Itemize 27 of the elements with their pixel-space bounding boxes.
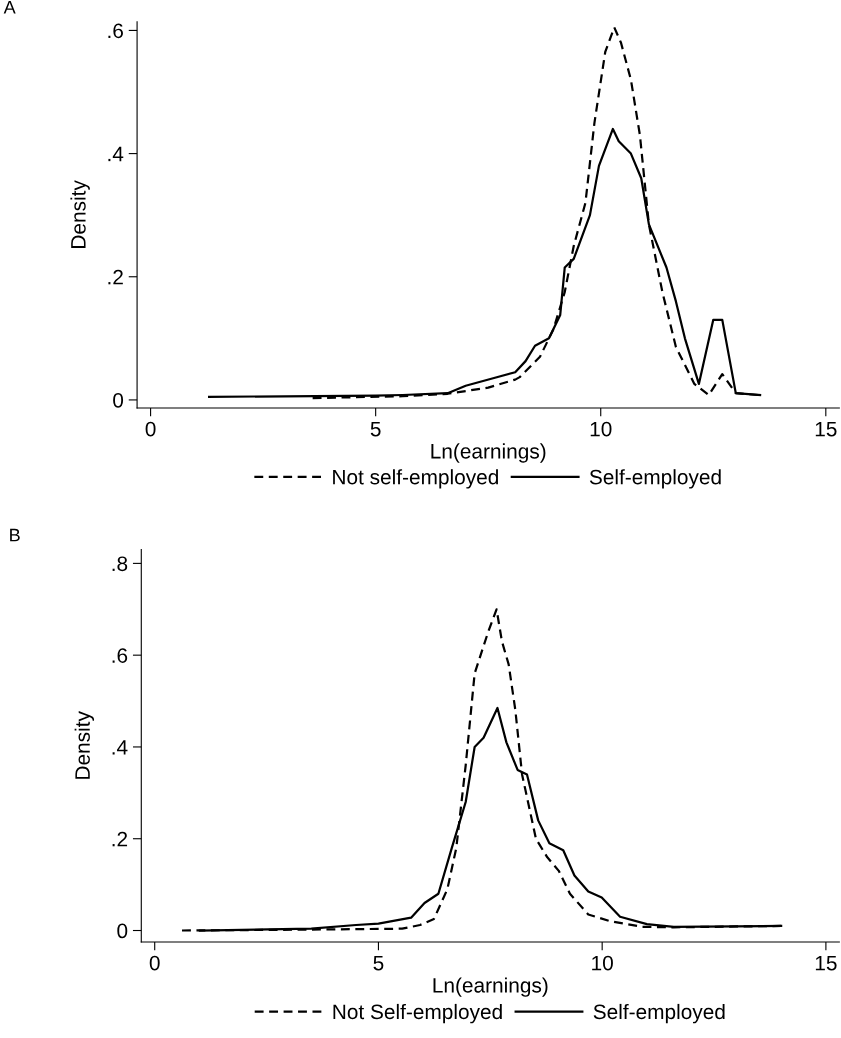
legend-label: Self-employed — [593, 1003, 725, 1024]
y-tick-label: .4 — [108, 146, 124, 162]
x-tick-label: 15 — [815, 421, 837, 437]
x-tick-label: 5 — [370, 421, 381, 437]
x-axis-title: Ln(earnings) — [431, 443, 546, 463]
chart-title: B — [10, 528, 20, 542]
y-tick-label: .4 — [112, 740, 128, 755]
x-tick-label: 0 — [145, 421, 156, 437]
x-tick-label: 5 — [373, 955, 384, 971]
y-tick-label: .8 — [112, 556, 128, 572]
y-tick-label: 0 — [113, 392, 124, 408]
legend-label: Not self-employed — [333, 469, 498, 489]
x-tick-label: 0 — [149, 955, 160, 971]
y-axis-title: Density — [70, 180, 90, 248]
y-tick-label: .2 — [108, 269, 123, 285]
y-tick-label: .2 — [112, 831, 128, 847]
y-tick-label: .6 — [112, 648, 128, 663]
y-tick-label: 0 — [117, 923, 128, 939]
legend-label: Not Self-employed — [333, 1003, 502, 1024]
y-axis-title: Density — [74, 711, 95, 779]
x-tick-label: 10 — [592, 955, 613, 971]
x-tick-label: 10 — [590, 421, 612, 437]
x-tick-label: 15 — [815, 955, 837, 971]
x-axis-title: Ln(earnings) — [433, 977, 548, 997]
chart-title: A — [3, 1, 16, 14]
y-tick-label: .6 — [108, 23, 123, 39]
legend-label: Self-employed — [589, 469, 721, 489]
